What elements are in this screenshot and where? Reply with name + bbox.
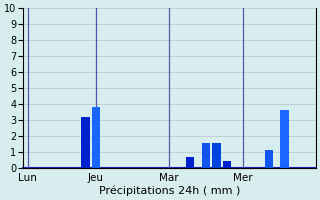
Bar (223, 161, 231, 168)
Bar (92, 107, 100, 168)
Bar (212, 143, 220, 168)
Bar (81, 117, 90, 168)
Bar (186, 157, 194, 168)
Bar (202, 143, 210, 168)
Bar (265, 150, 273, 168)
X-axis label: Précipitations 24h ( mm ): Précipitations 24h ( mm ) (99, 185, 240, 196)
Bar (280, 110, 289, 168)
